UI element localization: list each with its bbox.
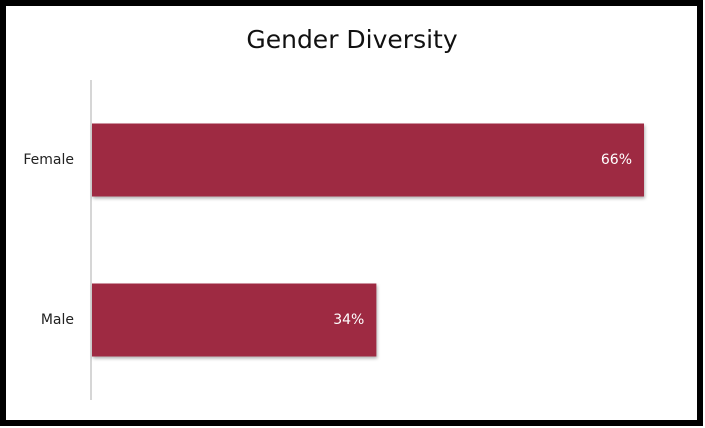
bar <box>92 123 644 197</box>
chart-title: Gender Diversity <box>246 25 457 54</box>
value-label: 66% <box>601 152 632 168</box>
y-tick-label: Female <box>23 152 74 168</box>
value-label: 34% <box>333 312 364 328</box>
y-tick-label: Male <box>41 312 74 328</box>
bar <box>92 283 377 357</box>
